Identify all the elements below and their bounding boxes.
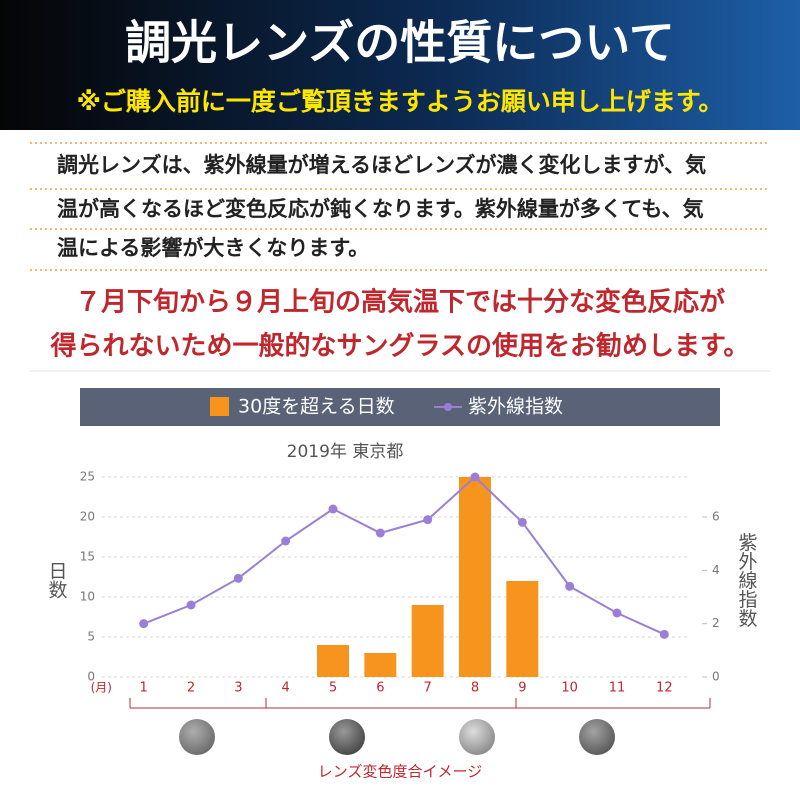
lens-image bbox=[579, 719, 615, 755]
y-tick-label: 10 bbox=[80, 590, 95, 604]
uv-point bbox=[139, 619, 149, 629]
x-tick-label: 7 bbox=[424, 681, 432, 696]
uv-point bbox=[423, 515, 433, 525]
bar bbox=[317, 645, 349, 677]
description-line: 温が高くなるほど変色反応が鈍くなります。紫外線量が多くても、気 bbox=[57, 197, 704, 221]
chart-footnote: レンズ変色度合イメージ bbox=[318, 763, 482, 781]
header-band bbox=[0, 0, 800, 130]
x-tick-label: 9 bbox=[518, 681, 526, 696]
uv-line bbox=[143, 475, 665, 636]
lens-image bbox=[329, 719, 365, 755]
y-tick-label: 0 bbox=[87, 670, 95, 684]
y2-tick-label: 4 bbox=[712, 563, 720, 577]
uv-point bbox=[233, 573, 243, 583]
legend-label: 紫外線指数 bbox=[468, 396, 563, 418]
y-tick-label: 5 bbox=[87, 630, 95, 644]
uv-point bbox=[375, 528, 385, 538]
separators bbox=[30, 142, 770, 271]
x-tick-label: 8 bbox=[471, 681, 479, 696]
x-tick-label: 3 bbox=[234, 681, 242, 696]
x-tick-label: 12 bbox=[656, 681, 673, 696]
y-tick-label: 25 bbox=[80, 470, 95, 484]
warning-line: ７月下旬から９月上旬の高気温下では十分な変色反応が bbox=[75, 287, 725, 318]
y-tick-label: 20 bbox=[80, 510, 95, 524]
x-tick-label: 10 bbox=[561, 681, 578, 696]
uv-point bbox=[328, 504, 338, 514]
x-tick-label: 6 bbox=[376, 681, 384, 696]
bar bbox=[364, 653, 397, 677]
legend-swatch bbox=[210, 397, 229, 416]
x-tick-label: 11 bbox=[609, 681, 626, 696]
uv-point bbox=[659, 629, 669, 639]
page-title: 調光レンズの性質について bbox=[125, 16, 675, 70]
x-tick-label: 2 bbox=[187, 681, 195, 696]
x-axis-label: (月) bbox=[91, 681, 112, 695]
legend-box bbox=[80, 388, 720, 426]
red-baseline bbox=[129, 698, 711, 709]
uv-point bbox=[281, 536, 291, 546]
uv-point bbox=[517, 517, 527, 527]
description-line: 調光レンズは、紫外線量が増えるほどレンズが濃く変化しますが、気 bbox=[57, 153, 706, 177]
x-tick-label: 4 bbox=[282, 681, 290, 696]
page-subtitle: ※ご購入前に一度ご覧頂きますようお願い申し上げます。 bbox=[77, 87, 724, 116]
x-tick-label: 1 bbox=[140, 681, 148, 696]
y-tick-label: 15 bbox=[80, 550, 95, 564]
warning-line: 得られないため一般的なサングラスの使用をお勧めします。 bbox=[50, 331, 750, 362]
y2-tick-label: 6 bbox=[712, 510, 720, 524]
legend-swatch bbox=[444, 403, 452, 411]
y2-axis-label: 紫外線指数 bbox=[736, 532, 758, 627]
lens-image bbox=[459, 719, 495, 755]
lens-image bbox=[179, 719, 215, 755]
y2-tick-label: 0 bbox=[712, 670, 720, 684]
uv-point bbox=[565, 581, 575, 591]
bar bbox=[459, 477, 491, 677]
bar bbox=[506, 581, 539, 677]
chart-title: 2019年 東京都 bbox=[287, 442, 404, 462]
y-axis-label: 日数 bbox=[46, 561, 68, 599]
description-line: 温による影響が大きくなります。 bbox=[57, 236, 369, 260]
y2-tick-label: 2 bbox=[712, 616, 720, 630]
legend-label: 30度を超える日数 bbox=[238, 396, 395, 418]
x-tick-label: 5 bbox=[329, 681, 337, 696]
uv-point bbox=[612, 608, 622, 618]
bar bbox=[411, 605, 444, 677]
uv-point bbox=[186, 600, 196, 610]
uv-point bbox=[470, 472, 480, 482]
